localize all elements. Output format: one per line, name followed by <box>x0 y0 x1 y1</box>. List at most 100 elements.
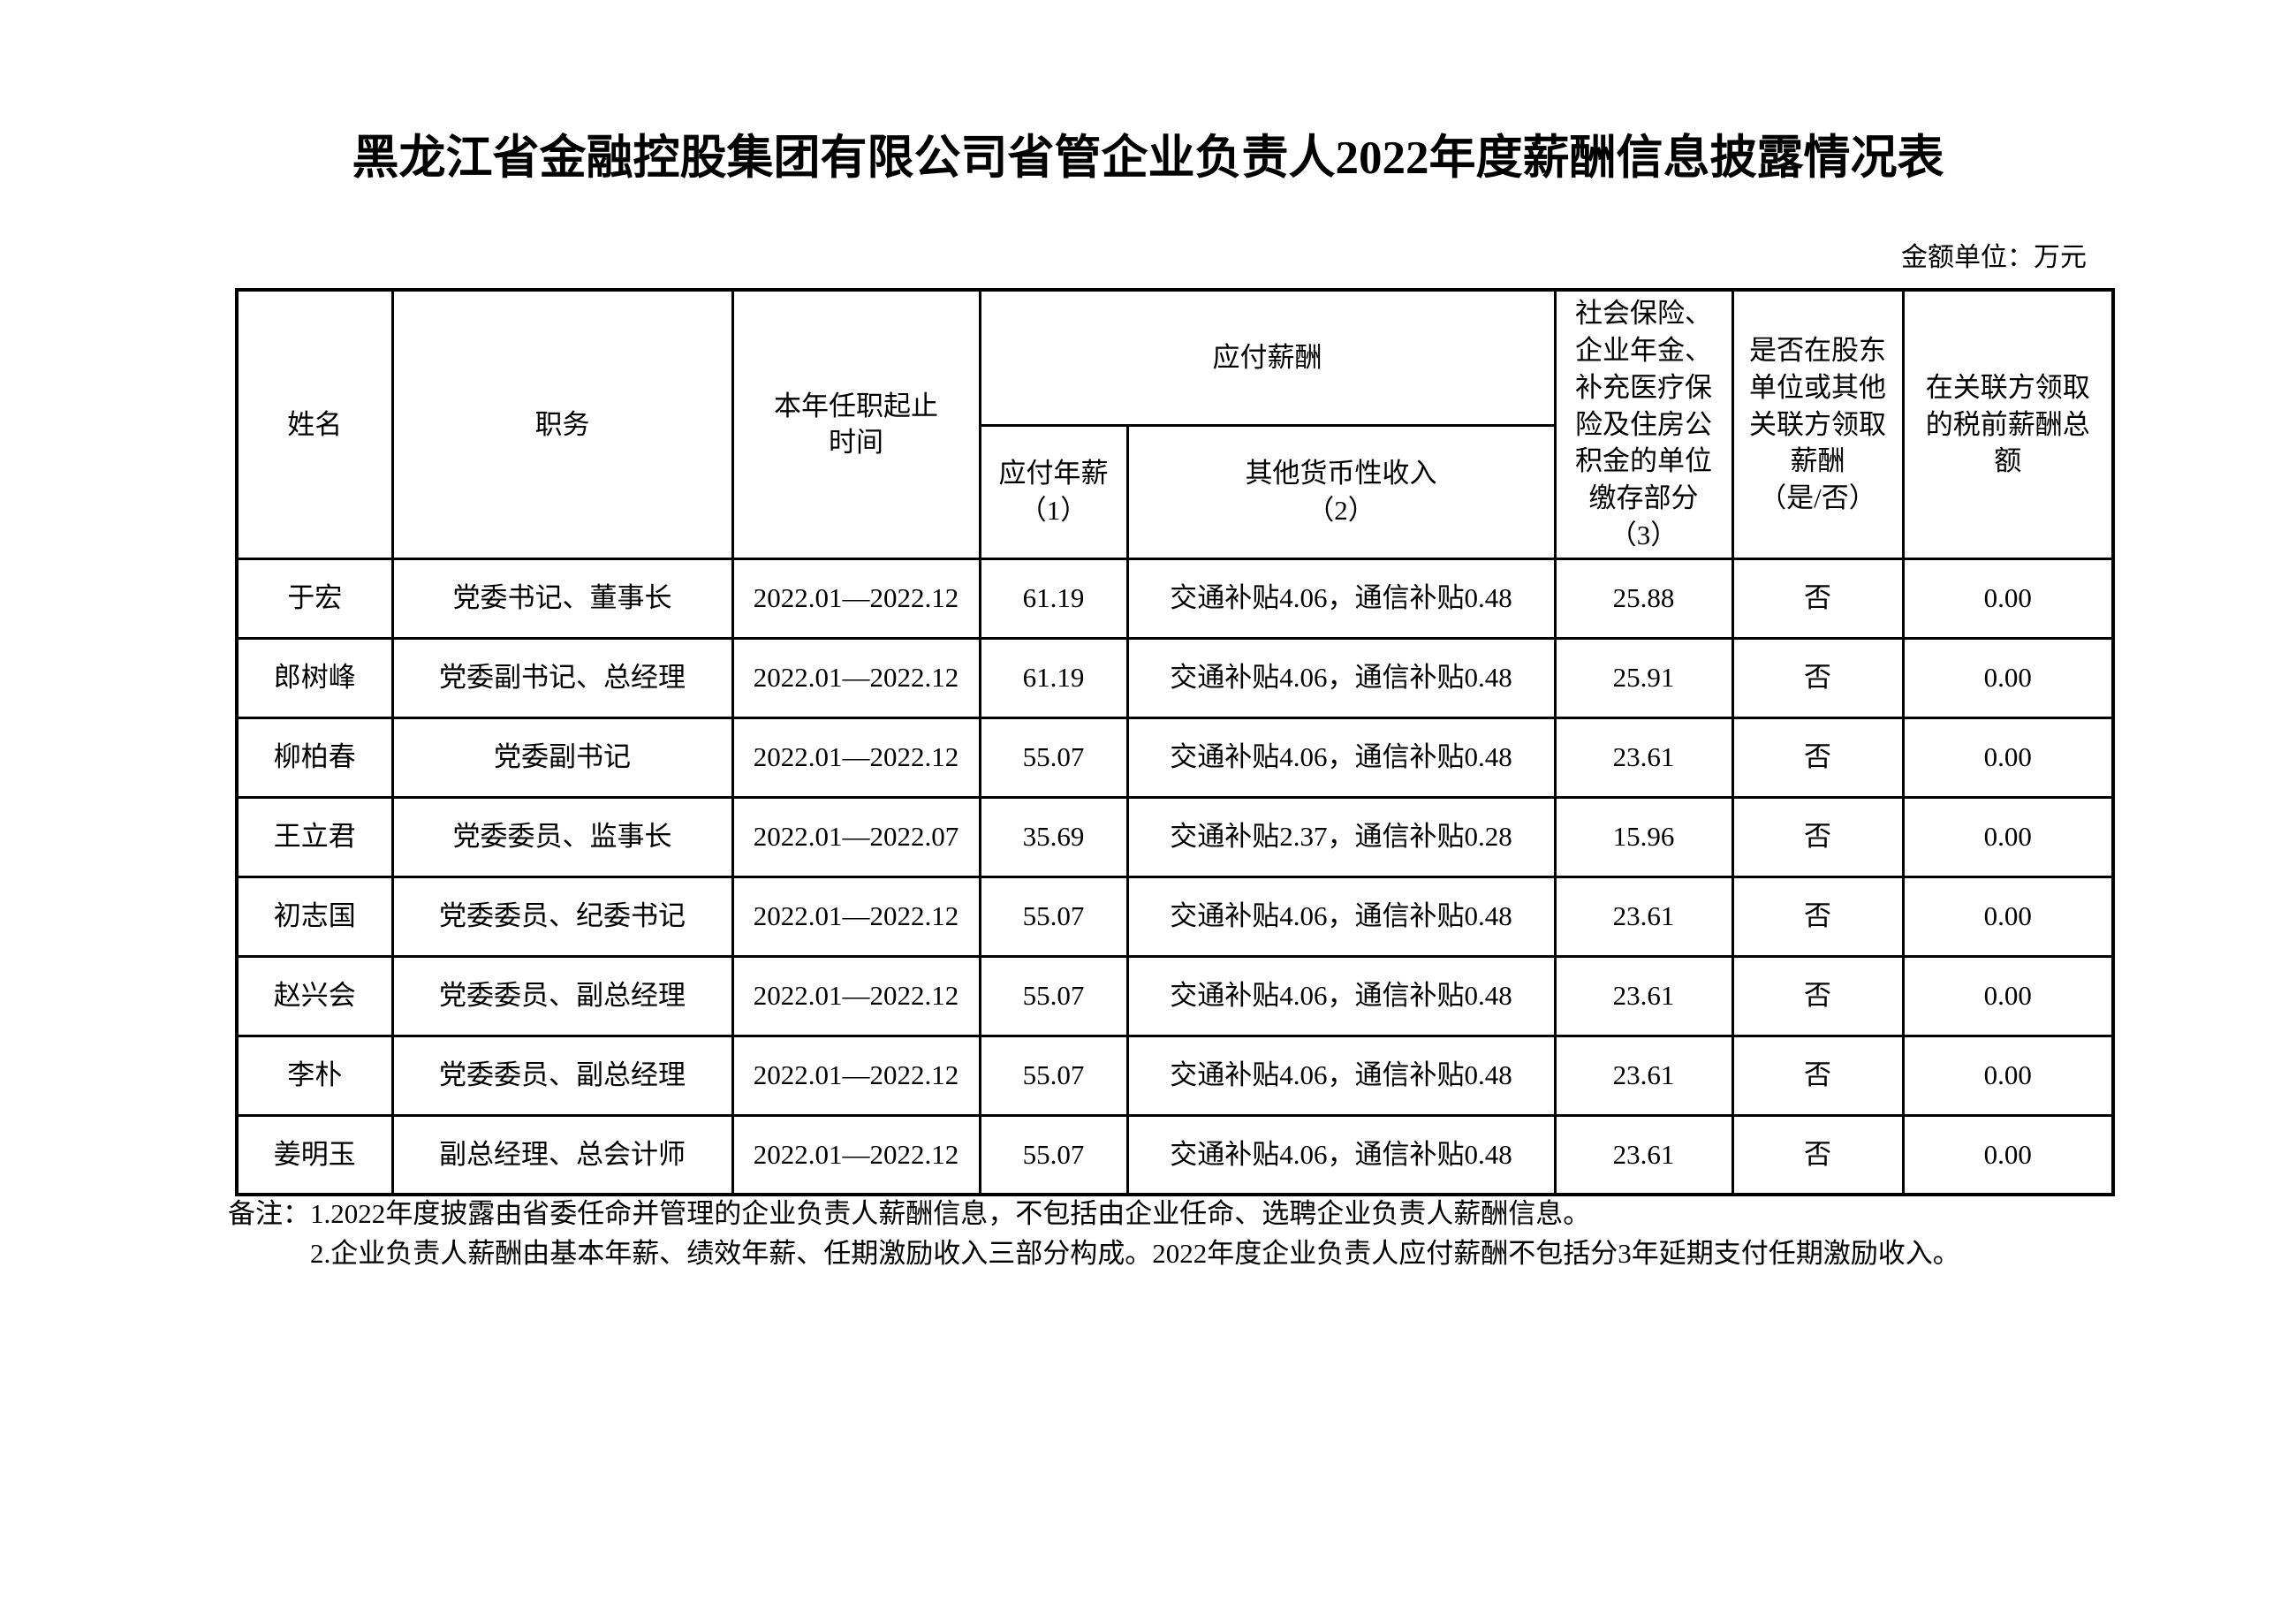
cell-annual-salary: 55.07 <box>978 1034 1129 1117</box>
cell-other-income: 交通补贴4.06，通信补贴0.48 <box>1125 557 1557 640</box>
cell-other-income: 交通补贴4.06，通信补贴0.48 <box>1125 716 1557 799</box>
footnotes-prefix: 备注： <box>228 1198 310 1229</box>
cell-tenure: 2022.01—2022.12 <box>731 716 981 799</box>
cell-related-flag: 否 <box>1731 795 1905 878</box>
cell-name: 于宏 <box>235 557 394 640</box>
cell-tenure: 2022.01—2022.12 <box>731 954 981 1037</box>
cell-other-income: 交通补贴4.06，通信补贴0.48 <box>1125 1113 1557 1196</box>
cell-name: 柳柏春 <box>235 716 394 799</box>
cell-related-amount: 0.00 <box>1901 875 2115 958</box>
cell-social-insurance: 23.61 <box>1553 716 1734 799</box>
cell-annual-salary: 55.07 <box>978 716 1129 799</box>
col-header-tenure: 本年任职起止 时间 <box>731 288 981 560</box>
cell-related-amount: 0.00 <box>1901 716 2115 799</box>
cell-other-income: 交通补贴4.06，通信补贴0.48 <box>1125 875 1557 958</box>
unit-note: 金额单位：万元 <box>1901 243 2087 272</box>
col-header-annual-salary-sub: （1） <box>1019 495 1088 527</box>
cell-name: 李朴 <box>235 1034 394 1117</box>
cell-annual-salary: 35.69 <box>978 795 1129 878</box>
table-row: 姜明玉 副总经理、总会计师 2022.01—2022.12 55.07 交通补贴… <box>235 1113 2115 1196</box>
cell-related-amount: 0.00 <box>1901 1034 2115 1117</box>
cell-other-income: 交通补贴4.06，通信补贴0.48 <box>1125 954 1557 1037</box>
cell-tenure: 2022.01—2022.12 <box>731 875 981 958</box>
col-header-annual-salary-label: 应付年薪 <box>998 458 1109 489</box>
footnote-line-2: 2.企业负责人薪酬由基本年薪、绩效年薪、任期激励收入三部分构成。2022年度企业… <box>310 1237 1960 1269</box>
cell-name: 赵兴会 <box>235 954 394 1037</box>
col-header-related-flag-sub: （是/否） <box>1759 482 1876 514</box>
col-header-annual-salary: 应付年薪 （1） <box>978 424 1129 560</box>
cell-social-insurance: 23.61 <box>1553 1034 1734 1117</box>
page-title: 黑龙江省金融控股集团有限公司省管企业负责人2022年度薪酬信息披露情况表 <box>352 133 1944 184</box>
salary-table-container: 姓名 职务 本年任职起止 时间 应付薪酬 社会保险、企业年金、补充医疗保险及住房… <box>235 288 2115 1197</box>
table-row: 赵兴会 党委委员、副总经理 2022.01—2022.12 55.07 交通补贴… <box>235 954 2115 1037</box>
cell-related-amount: 0.00 <box>1901 557 2115 640</box>
cell-related-amount: 0.00 <box>1901 795 2115 878</box>
col-header-related-amount: 在关联方领取的税前薪酬总额 <box>1901 288 2115 560</box>
col-header-social-insurance-sub: （3） <box>1609 520 1678 551</box>
cell-tenure: 2022.01—2022.12 <box>731 1113 981 1196</box>
cell-tenure: 2022.01—2022.07 <box>731 795 981 878</box>
col-header-payable-group: 应付薪酬 <box>978 288 1557 428</box>
table-row: 于宏 党委书记、董事长 2022.01—2022.12 61.19 交通补贴4.… <box>235 557 2115 640</box>
cell-name: 王立君 <box>235 795 394 878</box>
col-header-other-income-sub: （2） <box>1307 495 1375 527</box>
col-header-related-amount-label: 在关联方领取的税前薪酬总额 <box>1925 371 2090 477</box>
cell-social-insurance: 15.96 <box>1553 795 1734 878</box>
footnote-line-1: 1.2022年度披露由省委任命并管理的企业负责人薪酬信息，不包括由企业任命、选聘… <box>310 1198 1591 1229</box>
cell-annual-salary: 55.07 <box>978 954 1129 1037</box>
col-header-other-income-label: 其他货币性收入 <box>1245 458 1437 489</box>
col-header-related-flag: 是否在股东单位或其他关联方领取薪酬 （是/否） <box>1731 288 1905 560</box>
cell-related-flag: 否 <box>1731 954 1905 1037</box>
cell-related-flag: 否 <box>1731 557 1905 640</box>
cell-social-insurance: 23.61 <box>1553 875 1734 958</box>
cell-social-insurance: 23.61 <box>1553 954 1734 1037</box>
cell-related-amount: 0.00 <box>1901 1113 2115 1196</box>
salary-table: 姓名 职务 本年任职起止 时间 应付薪酬 社会保险、企业年金、补充医疗保险及住房… <box>235 288 2115 1197</box>
cell-related-flag: 否 <box>1731 636 1905 719</box>
table-row: 李朴 党委委员、副总经理 2022.01—2022.12 55.07 交通补贴4… <box>235 1034 2115 1117</box>
cell-tenure: 2022.01—2022.12 <box>731 557 981 640</box>
cell-annual-salary: 55.07 <box>978 1113 1129 1196</box>
cell-other-income: 交通补贴4.06，通信补贴0.48 <box>1125 1034 1557 1117</box>
col-header-tenure-line1: 本年任职起止 <box>774 390 938 421</box>
salary-table-header: 姓名 职务 本年任职起止 时间 应付薪酬 社会保险、企业年金、补充医疗保险及住房… <box>235 288 2115 560</box>
cell-other-income: 交通补贴2.37，通信补贴0.28 <box>1125 795 1557 878</box>
col-header-tenure-line2: 时间 <box>829 427 883 459</box>
table-row: 郎树峰 党委副书记、总经理 2022.01—2022.12 61.19 交通补贴… <box>235 636 2115 719</box>
cell-position: 党委委员、纪委书记 <box>390 875 734 958</box>
cell-position: 党委书记、董事长 <box>390 557 734 640</box>
cell-related-amount: 0.00 <box>1901 636 2115 719</box>
cell-tenure: 2022.01—2022.12 <box>731 636 981 719</box>
salary-table-body: 于宏 党委书记、董事长 2022.01—2022.12 61.19 交通补贴4.… <box>235 557 2115 1196</box>
col-header-name: 姓名 <box>235 288 394 560</box>
cell-social-insurance: 25.91 <box>1553 636 1734 719</box>
table-row: 初志国 党委委员、纪委书记 2022.01—2022.12 55.07 交通补贴… <box>235 875 2115 958</box>
col-header-social-insurance: 社会保险、企业年金、补充医疗保险及住房公积金的单位缴存部分 （3） <box>1553 288 1734 560</box>
footnotes: 备注： 1.2022年度披露由省委任命并管理的企业负责人薪酬信息，不包括由企业任… <box>228 1195 2242 1274</box>
cell-position: 党委委员、副总经理 <box>390 1034 734 1117</box>
col-header-other-income: 其他货币性收入 （2） <box>1125 424 1557 560</box>
cell-other-income: 交通补贴4.06，通信补贴0.48 <box>1125 636 1557 719</box>
col-header-related-flag-label: 是否在股东单位或其他关联方领取薪酬 <box>1749 334 1886 477</box>
cell-annual-salary: 55.07 <box>978 875 1129 958</box>
cell-position: 副总经理、总会计师 <box>390 1113 734 1196</box>
cell-related-flag: 否 <box>1731 1113 1905 1196</box>
table-row: 柳柏春 党委副书记 2022.01—2022.12 55.07 交通补贴4.06… <box>235 716 2115 799</box>
cell-name: 初志国 <box>235 875 394 958</box>
cell-related-flag: 否 <box>1731 716 1905 799</box>
cell-social-insurance: 23.61 <box>1553 1113 1734 1196</box>
cell-position: 党委副书记 <box>390 716 734 799</box>
cell-social-insurance: 25.88 <box>1553 557 1734 640</box>
cell-annual-salary: 61.19 <box>978 636 1129 719</box>
cell-position: 党委委员、副总经理 <box>390 954 734 1037</box>
cell-annual-salary: 61.19 <box>978 557 1129 640</box>
cell-name: 郎树峰 <box>235 636 394 719</box>
cell-related-amount: 0.00 <box>1901 954 2115 1037</box>
col-header-position: 职务 <box>390 288 734 560</box>
cell-tenure: 2022.01—2022.12 <box>731 1034 981 1117</box>
cell-position: 党委副书记、总经理 <box>390 636 734 719</box>
col-header-social-insurance-label: 社会保险、企业年金、补充医疗保险及住房公积金的单位缴存部分 <box>1575 298 1712 514</box>
table-row: 王立君 党委委员、监事长 2022.01—2022.07 35.69 交通补贴2… <box>235 795 2115 878</box>
cell-name: 姜明玉 <box>235 1113 394 1196</box>
